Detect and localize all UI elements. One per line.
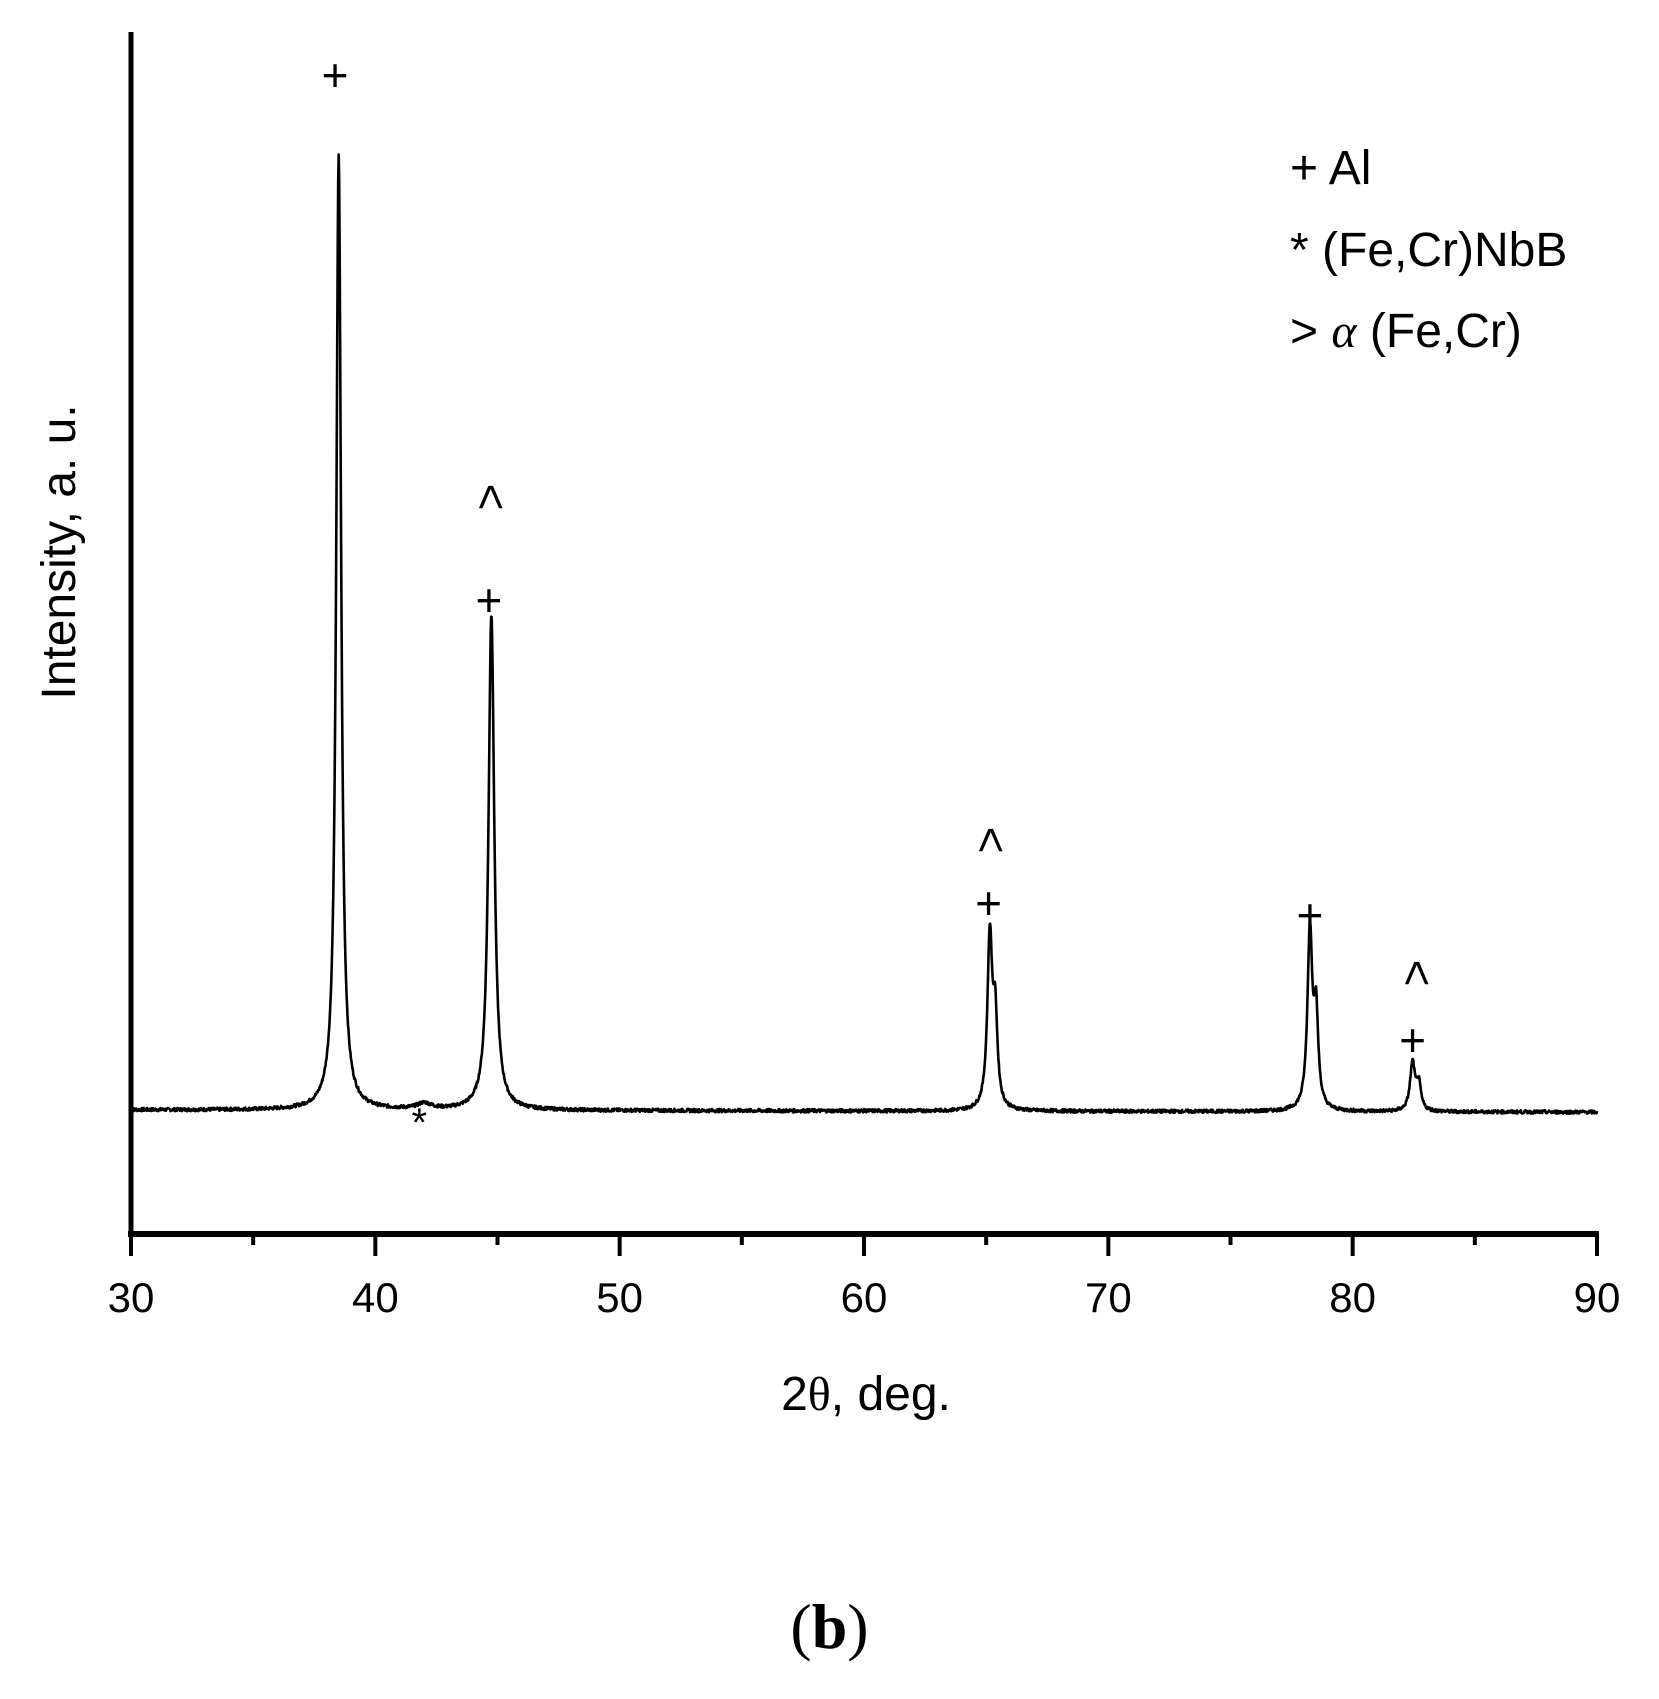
legend: + Al * (Fe,Cr)NbB > α (Fe,Cr) [1290,142,1567,358]
xrd-line [130,153,1599,1115]
al-peak-marker: + [322,49,349,101]
x-tick-label: 60 [841,1274,888,1321]
x-tick-label: 40 [352,1274,399,1321]
x-axis-ticks [129,1234,1599,1256]
alpha-fecr-peak-marker: > [1390,960,1442,987]
x-tick-label: 50 [596,1274,643,1321]
x-tick-label: 80 [1329,1274,1376,1321]
fecrnbb-peak-marker: * [412,1101,428,1145]
x-tick-label: 30 [108,1274,155,1321]
xrd-trace [130,153,1599,1115]
y-axis-label: Intensity, a. u. [33,404,86,699]
x-tick-label: 70 [1085,1274,1132,1321]
x-axis-tick-labels: 30 40 50 60 70 80 90 [108,1274,1621,1321]
peak-markers: + > + * > + + > + [322,49,1443,1145]
legend-entry-al: + Al [1290,142,1371,195]
panel-label: (b) [790,1591,869,1662]
al-peak-marker: + [1399,1014,1426,1066]
x-axis-label: 2θ, deg. [781,1368,951,1421]
alpha-fecr-peak-marker: > [964,827,1016,854]
al-peak-marker: + [476,574,503,626]
al-peak-marker: + [1296,889,1323,941]
x-tick-label: 90 [1574,1274,1621,1321]
legend-entry-fecrnbb: * (Fe,Cr)NbB [1290,224,1567,277]
legend-entry-alpha-fecr: > α (Fe,Cr) [1290,305,1522,358]
al-peak-marker: + [975,877,1002,929]
alpha-fecr-peak-marker: > [464,484,516,511]
